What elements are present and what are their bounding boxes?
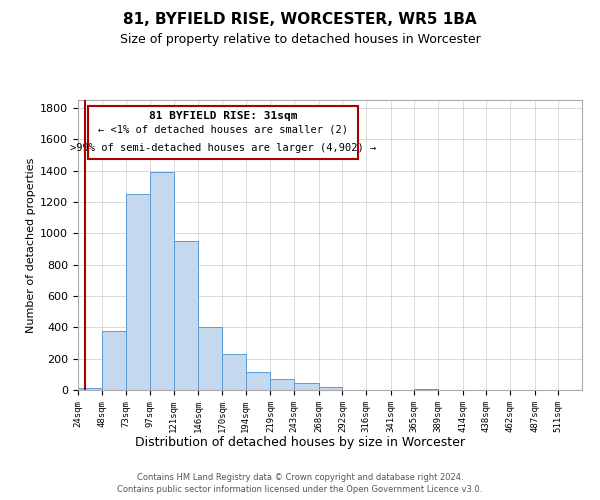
Text: Size of property relative to detached houses in Worcester: Size of property relative to detached ho… bbox=[119, 32, 481, 46]
Bar bbox=[271, 379, 294, 390]
Bar bbox=[199, 328, 222, 390]
Bar bbox=[127, 194, 150, 390]
Text: Contains HM Land Registry data © Crown copyright and database right 2024.: Contains HM Land Registry data © Crown c… bbox=[137, 473, 463, 482]
Bar bbox=[294, 384, 319, 390]
Bar bbox=[319, 387, 343, 390]
Text: ← <1% of detached houses are smaller (2): ← <1% of detached houses are smaller (2) bbox=[98, 124, 348, 134]
Bar bbox=[101, 331, 127, 390]
Text: >99% of semi-detached houses are larger (4,902) →: >99% of semi-detached houses are larger … bbox=[70, 142, 376, 152]
Bar bbox=[173, 241, 199, 390]
FancyBboxPatch shape bbox=[88, 106, 358, 160]
Bar bbox=[415, 388, 438, 390]
Text: 81, BYFIELD RISE, WORCESTER, WR5 1BA: 81, BYFIELD RISE, WORCESTER, WR5 1BA bbox=[123, 12, 477, 28]
Y-axis label: Number of detached properties: Number of detached properties bbox=[26, 158, 36, 332]
Bar bbox=[222, 354, 245, 390]
Text: 81 BYFIELD RISE: 31sqm: 81 BYFIELD RISE: 31sqm bbox=[149, 111, 297, 121]
Bar bbox=[150, 172, 173, 390]
Text: Contains public sector information licensed under the Open Government Licence v3: Contains public sector information licen… bbox=[118, 486, 482, 494]
Text: Distribution of detached houses by size in Worcester: Distribution of detached houses by size … bbox=[135, 436, 465, 449]
Bar bbox=[78, 388, 101, 390]
Bar bbox=[245, 372, 271, 390]
